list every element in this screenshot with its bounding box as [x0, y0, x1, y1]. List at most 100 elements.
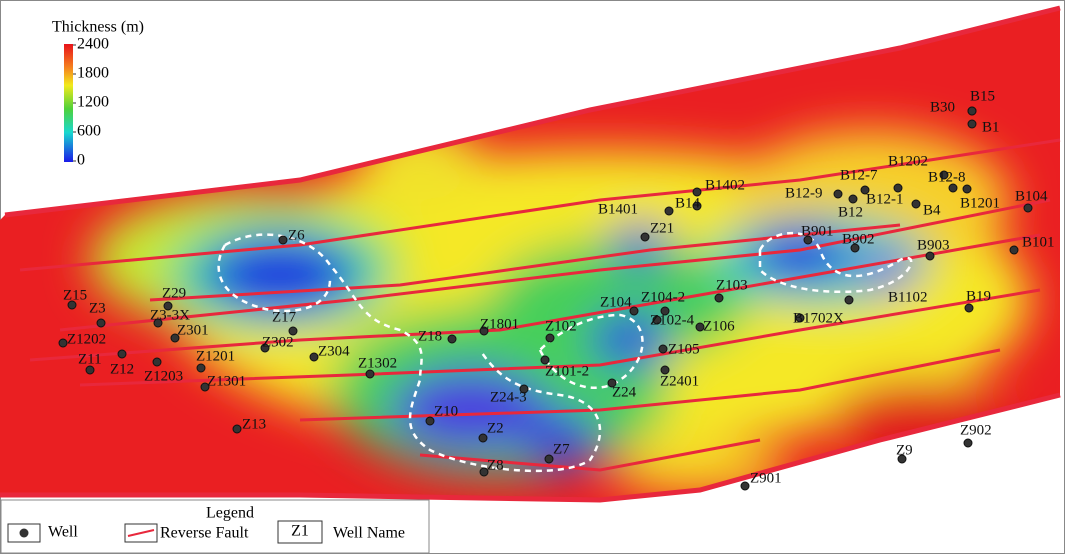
colorbar-tick-label: 2400	[77, 36, 109, 53]
well-label: Z15	[63, 287, 87, 303]
colorbar-tick-label: 0	[77, 152, 85, 169]
well-label: Z17	[272, 309, 297, 325]
well-marker	[200, 382, 210, 392]
well-marker	[844, 295, 854, 305]
well-label: B1402	[705, 177, 745, 193]
well-label: Z105	[668, 341, 700, 357]
well-label: Z1203	[144, 368, 183, 384]
well-label: Z12	[110, 361, 134, 377]
colorbar-tick-label: 600	[77, 123, 101, 140]
well-marker	[893, 183, 903, 193]
well-marker	[278, 235, 288, 245]
well-marker	[152, 357, 162, 367]
well-marker	[897, 454, 907, 464]
well-marker	[967, 119, 977, 129]
well-marker	[640, 232, 650, 242]
well-label: Z2401	[660, 373, 699, 389]
well-marker	[939, 170, 949, 180]
well-label: B14	[675, 195, 701, 211]
well-label: Z18	[418, 328, 442, 344]
well-label: Z1301	[207, 373, 246, 389]
well-marker	[740, 481, 750, 491]
legend-box	[0, 499, 430, 554]
well-marker	[660, 365, 670, 375]
well-marker	[117, 349, 127, 359]
well-label: Z24-3	[490, 389, 527, 405]
legend: Legend Well Reverse Fault Z1 Well Name	[0, 499, 430, 554]
well-label: B12-7	[840, 167, 878, 183]
well-marker	[660, 306, 670, 316]
colorbar-tick-label: 1800	[77, 65, 109, 82]
well-marker	[170, 333, 180, 343]
well-marker	[479, 326, 489, 336]
well-label: Z104	[600, 294, 632, 310]
colorbar-scale	[64, 44, 73, 162]
well-label: Z3	[89, 300, 106, 316]
well-label: Z103	[716, 277, 748, 293]
well-label: Z901	[750, 470, 782, 486]
well-marker	[447, 334, 457, 344]
legend-item: Well	[48, 524, 78, 541]
well-label: Z1201	[196, 348, 235, 364]
well-label: Z302	[262, 334, 294, 350]
well-marker	[848, 194, 858, 204]
well-label: Z8	[487, 457, 504, 473]
well-label: Z7	[553, 441, 570, 457]
colorbar-tick-label: 1200	[77, 94, 109, 111]
well-label: Z301	[177, 322, 209, 338]
well-marker	[911, 199, 921, 209]
well-label: B1	[982, 119, 1000, 135]
well-marker	[803, 235, 813, 245]
well-marker	[365, 369, 375, 379]
well-label: Z902	[960, 422, 992, 438]
well-label: Z104-2	[641, 289, 685, 305]
well-marker	[925, 251, 935, 261]
well-marker	[1023, 203, 1033, 213]
well-label: B1702X	[793, 310, 844, 326]
well-label: Z106	[703, 318, 735, 334]
well-marker	[963, 438, 973, 448]
well-label: Z10	[434, 403, 458, 419]
well-label: B30	[930, 99, 955, 115]
legend-item: Well Name	[333, 525, 405, 542]
well-label: B4	[923, 202, 941, 218]
well-marker	[833, 189, 843, 199]
well-label: Z24	[612, 384, 637, 400]
well-label: Z1801	[480, 316, 519, 332]
well-marker	[850, 243, 860, 253]
well-label: B101	[1022, 234, 1055, 250]
well-label: B903	[917, 237, 950, 253]
well-marker	[860, 185, 870, 195]
well-label: Z29	[162, 285, 186, 301]
well-marker	[607, 378, 617, 388]
well-marker	[85, 365, 95, 375]
well-label: Z13	[242, 416, 266, 432]
well-marker	[260, 343, 270, 353]
well-label: B1102	[888, 289, 927, 305]
well-label: Z1302	[358, 355, 397, 371]
well-label: Z102	[545, 318, 577, 334]
well-marker	[232, 424, 242, 434]
well-marker	[962, 184, 972, 194]
well-marker	[153, 318, 163, 328]
well-label: Z6	[288, 227, 305, 243]
well-marker	[692, 201, 702, 211]
well-marker	[967, 106, 977, 116]
well-label: B902	[842, 231, 875, 247]
well-marker	[196, 363, 206, 373]
faults	[0, 5, 1061, 503]
well-marker	[692, 187, 702, 197]
well-label: Z9	[896, 442, 913, 458]
well-marker	[714, 293, 724, 303]
well-marker	[948, 183, 958, 193]
well-marker	[519, 384, 529, 394]
well-marker	[425, 416, 435, 426]
well-marker	[652, 315, 662, 325]
legend-well-icon	[19, 528, 29, 538]
well-marker	[658, 344, 668, 354]
well-marker	[695, 322, 705, 332]
well-label: B12	[838, 204, 863, 220]
well-marker	[540, 355, 550, 365]
